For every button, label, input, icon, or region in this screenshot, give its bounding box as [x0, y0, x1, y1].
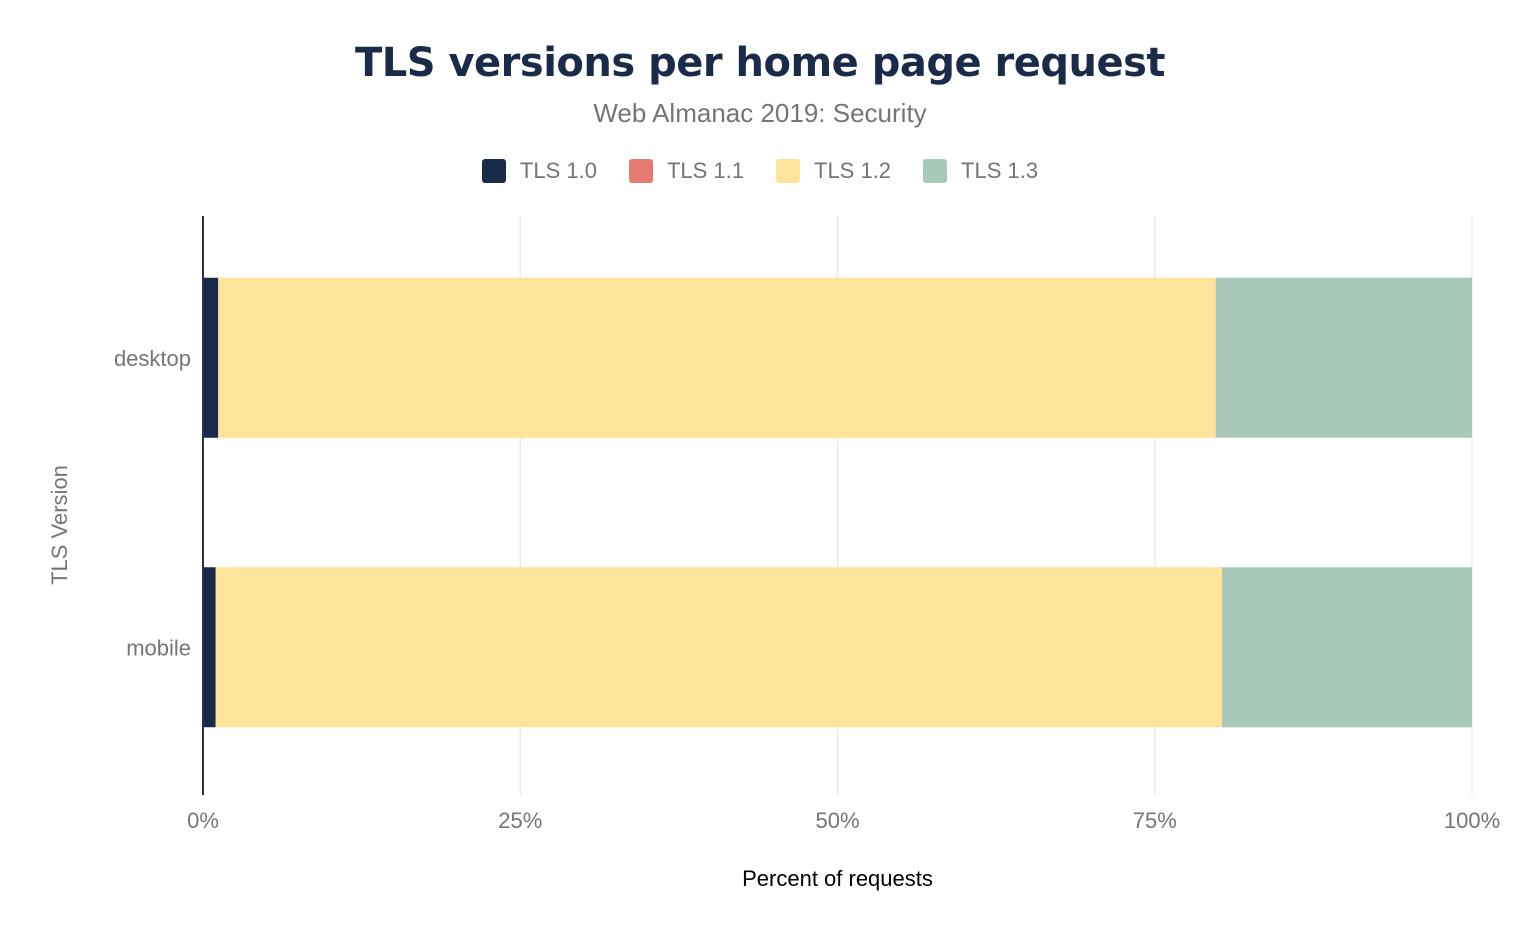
- bar-segment[interactable]: [218, 277, 1216, 438]
- legend: TLS 1.0 TLS 1.1 TLS 1.2 TLS 1.3: [0, 158, 1520, 184]
- legend-swatch: [481, 159, 506, 183]
- x-tick-label: 0%: [187, 808, 219, 833]
- x-tick-label: 100%: [1444, 808, 1500, 833]
- chart-subtitle: Web Almanac 2019: Security: [593, 98, 927, 128]
- bar-segment[interactable]: [203, 567, 216, 728]
- legend-item[interactable]: TLS 1.2: [776, 158, 891, 184]
- legend-item[interactable]: TLS 1.3: [923, 158, 1038, 184]
- legend-label: TLS 1.3: [961, 158, 1039, 183]
- legend-label: TLS 1.2: [814, 158, 892, 183]
- y-tick-label: mobile: [126, 635, 191, 660]
- bar-segment[interactable]: [1222, 567, 1472, 728]
- legend-swatch: [628, 159, 653, 183]
- bar-segment[interactable]: [215, 567, 1223, 728]
- x-tick-label: 25%: [498, 808, 542, 833]
- legend-item[interactable]: TLS 1.0: [481, 158, 597, 184]
- x-tick-label: 50%: [815, 808, 859, 833]
- bar-segment[interactable]: [203, 277, 219, 438]
- legend-label: TLS 1.0: [519, 158, 597, 183]
- chart-title: TLS versions per home page request: [354, 40, 1166, 86]
- legend-swatch: [923, 159, 948, 183]
- x-axis-label: Percent of requests: [742, 866, 933, 891]
- legend-label: TLS 1.1: [666, 158, 744, 183]
- legend-item[interactable]: TLS 1.1: [628, 158, 744, 184]
- y-tick-label: desktop: [114, 346, 191, 371]
- x-tick-label: 75%: [1133, 808, 1177, 833]
- legend-swatch: [776, 159, 800, 183]
- bar-segment[interactable]: [1215, 277, 1472, 438]
- y-axis-label: TLS Version: [47, 465, 72, 585]
